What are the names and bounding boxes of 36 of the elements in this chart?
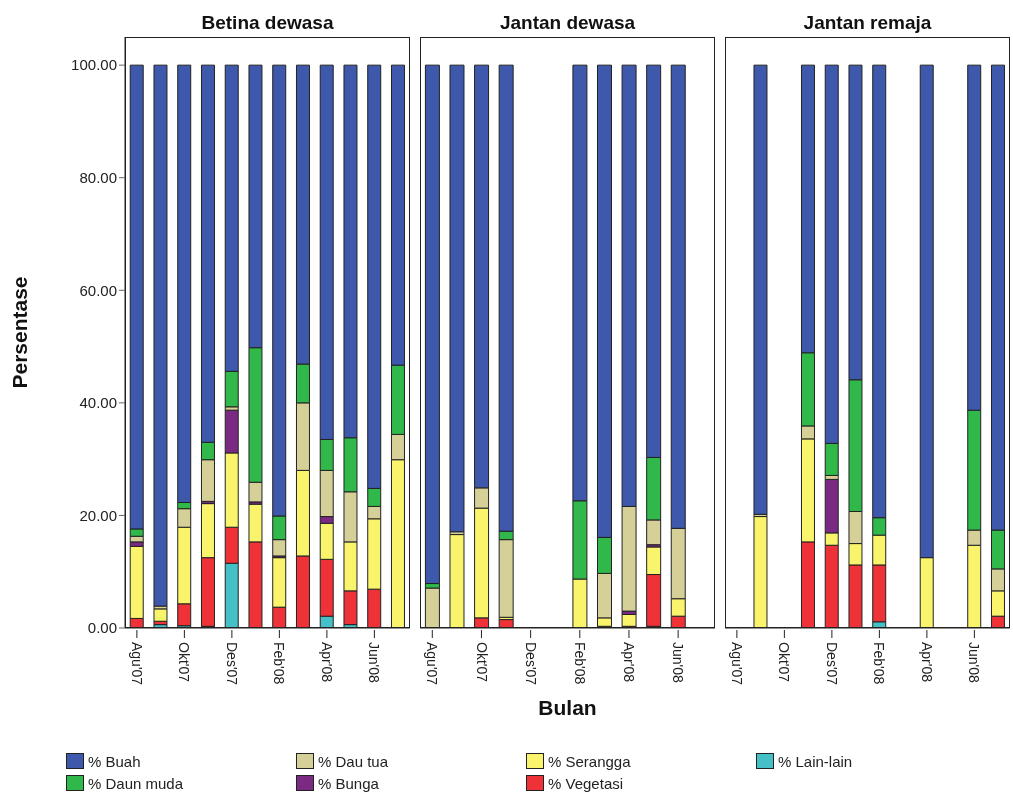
chart-title: Jantan remaja <box>802 12 933 34</box>
legend-label: % Bunga <box>318 774 379 792</box>
x-tick-label: Okt'07 <box>473 642 490 683</box>
x-tick-label: Apr'08 <box>318 642 335 683</box>
legend-label: % Dau tua <box>318 752 389 770</box>
y-tick-label: 60.00 <box>79 281 117 299</box>
legend-label: % Serangga <box>548 752 631 770</box>
x-tick-label: Okt'07 <box>176 642 193 683</box>
x-tick-label: Apr'08 <box>918 642 935 683</box>
x-tick-label: Des'07 <box>223 642 240 686</box>
legend-label: % Lain-lain <box>778 752 853 770</box>
chart-title: Jantan dewasa <box>498 12 637 34</box>
x-tick-label: Feb'08 <box>871 642 888 685</box>
y-tick-label: 0.00 <box>87 619 117 637</box>
x-tick-label: Jun'08 <box>366 642 383 684</box>
x-tick-label: Jun'08 <box>670 642 687 684</box>
x-tick-label: Agu'07 <box>728 642 745 686</box>
legend-label: % Vegetasi <box>548 774 624 792</box>
x-tick-label: Agu'07 <box>424 642 441 686</box>
y-tick-label: 80.00 <box>79 169 117 187</box>
y-axis-title: Persentase <box>8 276 32 389</box>
y-tick-label: 40.00 <box>79 394 117 412</box>
x-tick-label: Feb'08 <box>271 642 288 685</box>
x-tick-label: Agu'07 <box>128 642 145 686</box>
legend-label: % Daun muda <box>88 774 184 792</box>
x-tick-label: Apr'08 <box>621 642 638 683</box>
x-tick-label: Des'07 <box>522 642 539 686</box>
y-tick-label: 100.00 <box>71 56 117 74</box>
x-tick-label: Okt'07 <box>776 642 793 683</box>
x-tick-label: Feb'08 <box>571 642 588 685</box>
chart-title: Betina dewasa <box>200 12 335 34</box>
x-axis-title: Bulan <box>537 696 598 720</box>
y-tick-label: 20.00 <box>79 506 117 524</box>
x-tick-label: Des'07 <box>823 642 840 686</box>
x-tick-label: Jun'08 <box>966 642 983 684</box>
legend-label: % Buah <box>88 752 141 770</box>
